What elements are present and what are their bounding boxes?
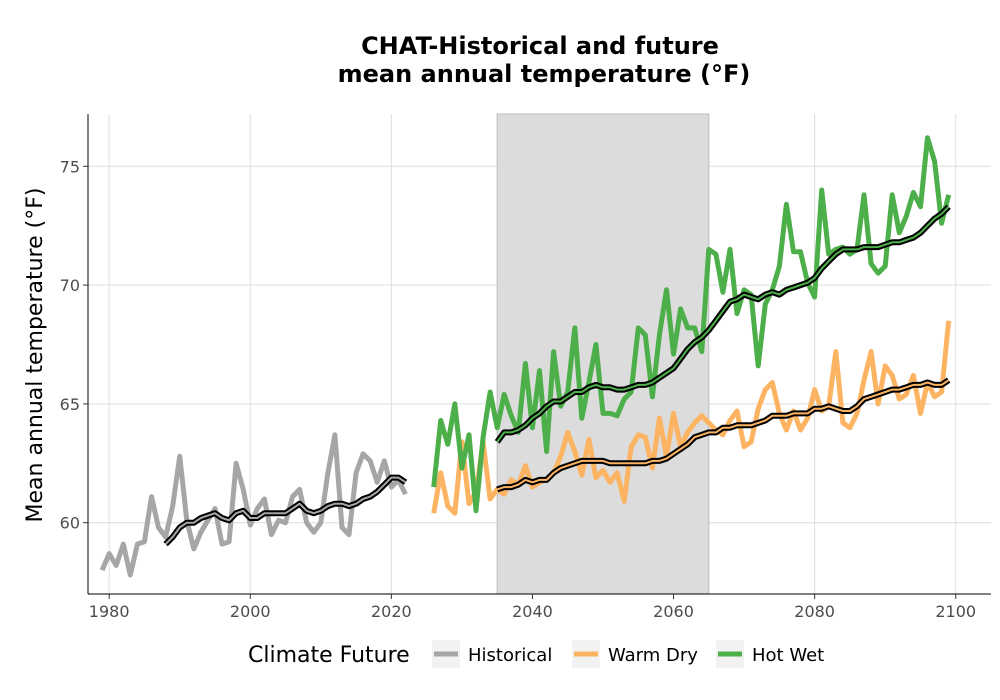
chart-title-line2: mean annual temperature (°F): [338, 60, 751, 88]
legend-label-warm-dry: Warm Dry: [608, 645, 698, 666]
shaded-period: [496, 113, 710, 595]
series-line-hot-wet: [431, 135, 952, 514]
x-tick-label: 2080: [794, 602, 835, 621]
legend-label-historical: Historical: [468, 645, 552, 666]
series-line-historical: [99, 432, 408, 578]
x-tick-label: 2040: [512, 602, 553, 621]
plot-area: 1980 2000 2020 2040 2060 2080 2100 60 65 70 75: [60, 113, 991, 621]
y-tick-label: 75: [60, 157, 80, 176]
smooth-line-historical-smooth: [164, 476, 407, 545]
y-tick-label: 70: [60, 276, 80, 295]
y-tick-label: 65: [60, 395, 80, 414]
smooth-line-warm-dry-smooth: [496, 379, 950, 491]
y-tick-label: 60: [60, 514, 80, 533]
legend-title: Climate Future: [248, 643, 410, 668]
legend-item-historical: Historical: [432, 640, 552, 668]
smooth-line-hot-wet-smooth: [496, 205, 950, 443]
legend-item-hot-wet: Hot Wet: [716, 640, 824, 668]
x-tick-label: 2000: [230, 602, 271, 621]
y-axis-label: Mean annual temperature (°F): [23, 188, 48, 523]
legend-item-warm-dry: Warm Dry: [572, 640, 698, 668]
x-tick-label: 2060: [653, 602, 694, 621]
legend: Climate Future Historical Warm Dry Hot W…: [248, 640, 824, 668]
chart-title-line1: CHAT-Historical and future: [361, 32, 719, 60]
x-tick-label: 2100: [935, 602, 976, 621]
x-tick-label: 1980: [89, 602, 130, 621]
x-tick-label: 2020: [371, 602, 412, 621]
legend-label-hot-wet: Hot Wet: [752, 645, 824, 666]
